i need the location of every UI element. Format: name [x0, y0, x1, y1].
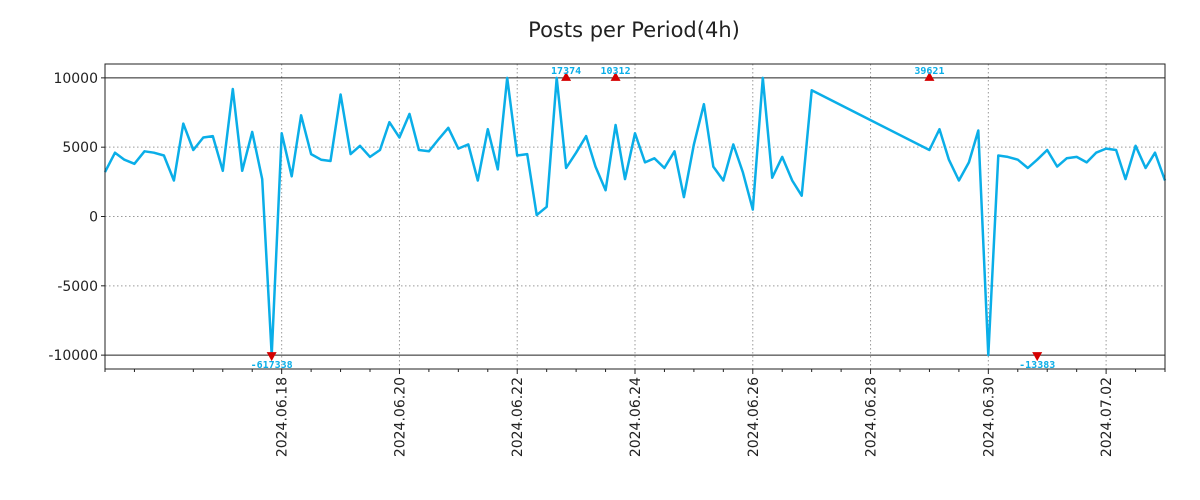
- x-tick-label: 2024.06.30: [981, 377, 997, 457]
- outlier-marker: [924, 71, 935, 81]
- outlier-label: 10312: [601, 66, 631, 77]
- y-tick-label: 10000: [53, 71, 98, 87]
- outlier-label: -13383: [1019, 360, 1055, 371]
- y-axis: 10000 5000 0 -5000 -10000: [48, 71, 105, 364]
- x-tick-label: 2024.06.26: [746, 377, 762, 457]
- x-axis: 2024.06.18 2024.06.20 2024.06.22 2024.06.24…: [104, 369, 1166, 457]
- outlier-marker: [610, 71, 621, 81]
- marker-layer: -617338 17374 10312 39621 -13383: [251, 66, 1056, 371]
- x-tick-label: 2024.06.18: [275, 377, 291, 457]
- y-tick-label: -10000: [48, 348, 98, 364]
- y-tick-label: 5000: [62, 140, 98, 156]
- outlier-marker: [561, 71, 572, 81]
- outlier-label: 39621: [914, 66, 944, 77]
- y-tick-label: -5000: [57, 279, 98, 295]
- x-tick-label: 2024.06.28: [864, 377, 880, 457]
- series-line: [103, 76, 1167, 357]
- outlier-marker: [1032, 352, 1043, 362]
- y-tick-label: 0: [89, 210, 98, 226]
- series-layer: [103, 76, 1167, 357]
- outlier-marker: [266, 352, 277, 362]
- x-tick-label: 2024.06.22: [510, 377, 526, 457]
- x-tick-label: 2024.06.20: [392, 377, 408, 457]
- x-tick-label: 2024.07.02: [1099, 377, 1115, 457]
- chart-title: Posts per Period(4h): [528, 18, 740, 42]
- x-tick-label: 2024.06.24: [628, 377, 644, 457]
- outlier-label: -617338: [251, 360, 293, 371]
- outlier-label: 17374: [551, 66, 581, 77]
